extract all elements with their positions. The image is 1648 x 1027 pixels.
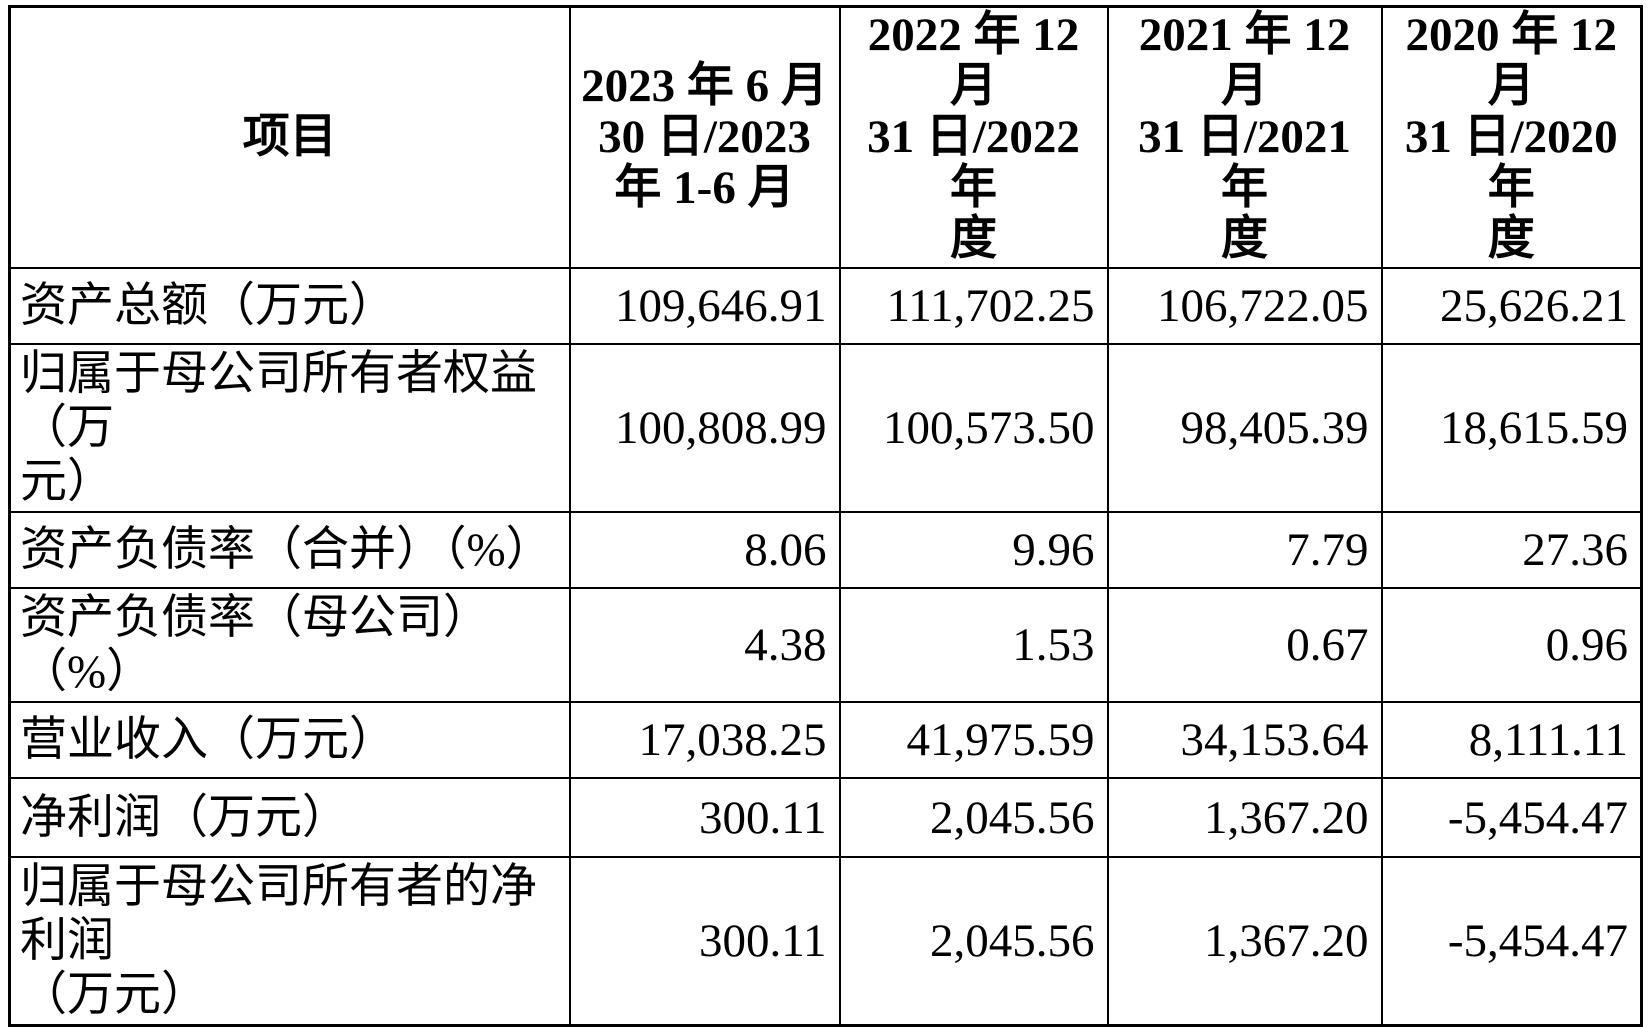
value-cell: 300.11 [568, 856, 841, 1027]
table-header-row: 项目 2023 年 6 月 30 日/2023 年 1-6 月 2022 年 1… [8, 5, 1643, 269]
table-row: 营业收入（万元） 17,038.25 41,975.59 34,153.64 8… [8, 701, 1643, 779]
value-cell: 2,045.56 [838, 777, 1109, 858]
row-label-net-profit-parent: 归属于母公司所有者的净利润 （万元） [8, 856, 571, 1027]
row-label-net-profit: 净利润（万元） [8, 777, 571, 858]
table-row: 资产负债率（母公司）（%） 4.38 1.53 0.67 0.96 [8, 587, 1643, 703]
value-cell: 100,573.50 [838, 343, 1109, 513]
value-cell: 9.96 [838, 511, 1109, 589]
header-cell-period-2023h1: 2023 年 6 月 30 日/2023 年 1-6 月 [568, 5, 841, 269]
header-cell-item: 项目 [8, 5, 571, 269]
value-cell: 8,111.11 [1380, 701, 1643, 779]
row-label-total-assets: 资产总额（万元） [8, 267, 571, 345]
value-cell: 300.11 [568, 777, 841, 858]
value-cell: 109,646.91 [568, 267, 841, 345]
value-cell: 0.67 [1106, 587, 1383, 703]
value-cell: 100,808.99 [568, 343, 841, 513]
value-cell: 18,615.59 [1380, 343, 1643, 513]
value-cell: 111,702.25 [838, 267, 1109, 345]
value-cell: -5,454.47 [1380, 777, 1643, 858]
row-label-debt-ratio-parent: 资产负债率（母公司）（%） [8, 587, 571, 703]
value-cell: -5,454.47 [1380, 856, 1643, 1027]
table-row: 归属于母公司所有者权益（万 元） 100,808.99 100,573.50 9… [8, 343, 1643, 513]
value-cell: 1.53 [838, 587, 1109, 703]
value-cell: 25,626.21 [1380, 267, 1643, 345]
value-cell: 1,367.20 [1106, 856, 1383, 1027]
value-cell: 7.79 [1106, 511, 1383, 589]
value-cell: 8.06 [568, 511, 841, 589]
value-cell: 2,045.56 [838, 856, 1109, 1027]
value-cell: 34,153.64 [1106, 701, 1383, 779]
row-label-parent-equity: 归属于母公司所有者权益（万 元） [8, 343, 571, 513]
header-cell-period-2020: 2020 年 12 月 31 日/2020 年 度 [1380, 5, 1643, 269]
table-row: 归属于母公司所有者的净利润 （万元） 300.11 2,045.56 1,367… [8, 856, 1643, 1027]
value-cell: 41,975.59 [838, 701, 1109, 779]
header-cell-period-2022: 2022 年 12 月 31 日/2022 年 度 [838, 5, 1109, 269]
value-cell: 1,367.20 [1106, 777, 1383, 858]
financial-summary-table: 项目 2023 年 6 月 30 日/2023 年 1-6 月 2022 年 1… [8, 5, 1643, 1027]
header-cell-period-2021: 2021 年 12 月 31 日/2021 年 度 [1106, 5, 1383, 269]
value-cell: 98,405.39 [1106, 343, 1383, 513]
value-cell: 27.36 [1380, 511, 1643, 589]
row-label-operating-revenue: 营业收入（万元） [8, 701, 571, 779]
value-cell: 106,722.05 [1106, 267, 1383, 345]
table-row: 净利润（万元） 300.11 2,045.56 1,367.20 -5,454.… [8, 777, 1643, 858]
table-row: 资产负债率（合并）（%） 8.06 9.96 7.79 27.36 [8, 511, 1643, 589]
value-cell: 0.96 [1380, 587, 1643, 703]
value-cell: 17,038.25 [568, 701, 841, 779]
value-cell: 4.38 [568, 587, 841, 703]
table-row: 资产总额（万元） 109,646.91 111,702.25 106,722.0… [8, 267, 1643, 345]
row-label-debt-ratio-consolidated: 资产负债率（合并）（%） [8, 511, 571, 589]
